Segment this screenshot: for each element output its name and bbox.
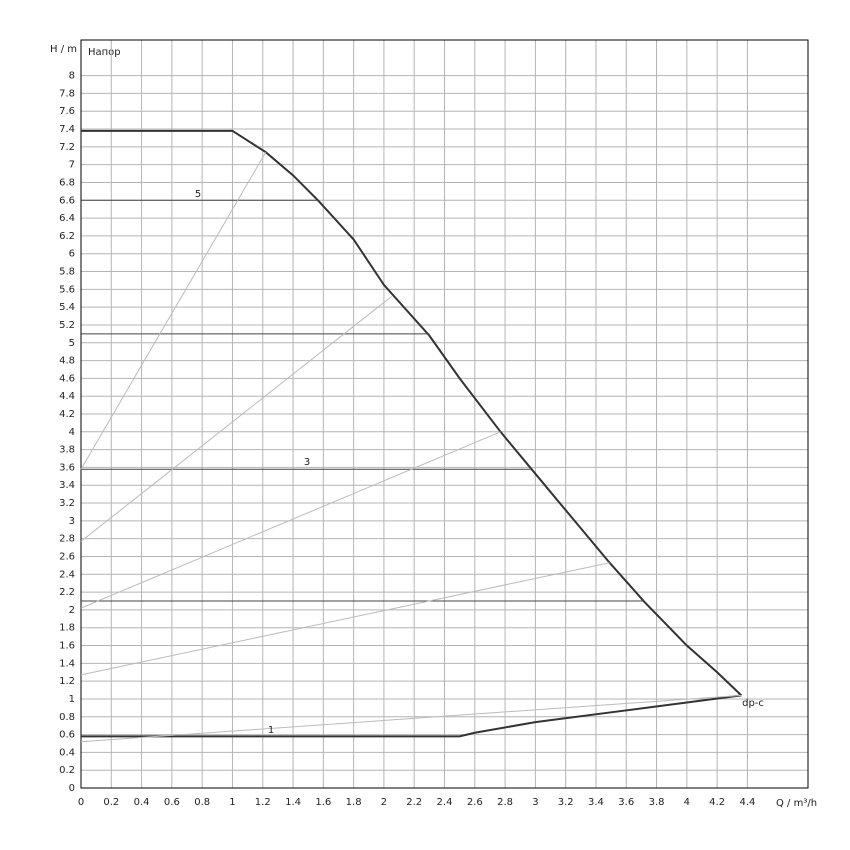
- y-tick-label: 1.4: [59, 658, 75, 669]
- y-tick-label: 0.2: [59, 765, 75, 776]
- y-tick-label: 2.6: [59, 551, 75, 562]
- y-tick-label: 6.6: [59, 195, 75, 206]
- x-tick-label: 3.8: [649, 797, 665, 808]
- x-tick-label: 3.6: [618, 797, 634, 808]
- series-line: [81, 129, 743, 697]
- series-line: [81, 694, 742, 738]
- y-tick-label: 2.2: [59, 587, 75, 598]
- y-tick-label: 5.2: [59, 320, 75, 331]
- y-tick-label: 2.4: [59, 569, 75, 580]
- y-tick-label: 4.2: [59, 409, 75, 420]
- y-axis-label: H / m: [50, 44, 77, 55]
- y-tick-label: 1: [69, 694, 75, 705]
- y-axis-sublabel: Напор: [88, 47, 121, 58]
- series-line: [80, 296, 392, 542]
- x-tick-label: 0.4: [134, 797, 150, 808]
- curve-label: dp-c: [742, 698, 764, 709]
- x-tick-label: 2.8: [497, 797, 513, 808]
- x-tick-label: 3.4: [588, 797, 604, 808]
- series-line: [80, 694, 742, 743]
- x-tick-label: 2.4: [437, 797, 453, 808]
- y-tick-label: 6.8: [59, 177, 75, 188]
- y-tick-label: 8: [69, 71, 75, 82]
- y-tick-label: 0.8: [59, 712, 75, 723]
- y-tick-label: 5.6: [59, 284, 75, 295]
- y-tick-label: 6.2: [59, 231, 75, 242]
- y-tick-label: 0.6: [59, 730, 75, 741]
- x-tick-label: 3.2: [558, 797, 574, 808]
- x-tick-label: 1.6: [315, 797, 331, 808]
- y-tick-label: 3.4: [59, 480, 75, 491]
- y-tick-label: 7.2: [59, 142, 75, 153]
- x-tick-label: 2: [381, 797, 387, 808]
- x-tick-label: 4: [684, 797, 690, 808]
- y-tick-label: 7.6: [59, 106, 75, 117]
- y-tick-label: 7: [69, 160, 75, 171]
- series-line: [80, 431, 501, 609]
- x-tick-label: 0.6: [164, 797, 180, 808]
- x-tick-label: 1.4: [285, 797, 301, 808]
- series-line: [80, 151, 267, 470]
- y-tick-label: 3.8: [59, 445, 75, 456]
- x-axis-label: Q / m³/h: [776, 798, 817, 809]
- y-tick-label: 5: [69, 338, 75, 349]
- x-tick-label: 1.8: [346, 797, 362, 808]
- series-line: [80, 562, 610, 676]
- y-tick-label: 2: [69, 605, 75, 616]
- y-tick-label: 4.6: [59, 373, 75, 384]
- curve-label: 5: [195, 189, 201, 200]
- y-tick-label: 5.4: [59, 302, 75, 313]
- x-tick-label: 4.4: [739, 797, 755, 808]
- y-tick-label: 1.6: [59, 641, 75, 652]
- y-tick-label: 7.8: [59, 88, 75, 99]
- x-tick-label: 0: [78, 797, 84, 808]
- x-tick-label: 2.6: [467, 797, 483, 808]
- x-tick-label: 1.2: [255, 797, 271, 808]
- y-tick-label: 1.8: [59, 623, 75, 634]
- y-tick-label: 4.4: [59, 391, 75, 402]
- x-tick-label: 0.2: [103, 797, 119, 808]
- x-tick-label: 1: [229, 797, 235, 808]
- y-tick-label: 2.8: [59, 534, 75, 545]
- y-tick-label: 3: [69, 516, 75, 527]
- y-tick-label: 3.2: [59, 498, 75, 509]
- y-tick-label: 5.8: [59, 267, 75, 278]
- y-tick-label: 4: [69, 427, 75, 438]
- y-tick-label: 1.2: [59, 676, 75, 687]
- x-tick-label: 4.2: [709, 797, 725, 808]
- x-tick-label: 2.2: [406, 797, 422, 808]
- y-tick-label: 6.4: [59, 213, 75, 224]
- y-tick-label: 4.8: [59, 356, 75, 367]
- curve-label: 1: [268, 725, 274, 736]
- x-tick-label: 3: [532, 797, 538, 808]
- plot-border: [80, 39, 809, 789]
- y-tick-label: 6: [69, 249, 75, 260]
- y-tick-label: 3.6: [59, 462, 75, 473]
- y-tick-label: 0.4: [59, 747, 75, 758]
- curve-label: 3: [304, 457, 310, 468]
- y-tick-label: 0: [69, 783, 75, 794]
- x-tick-label: 0.8: [194, 797, 210, 808]
- y-tick-label: 7.4: [59, 124, 75, 135]
